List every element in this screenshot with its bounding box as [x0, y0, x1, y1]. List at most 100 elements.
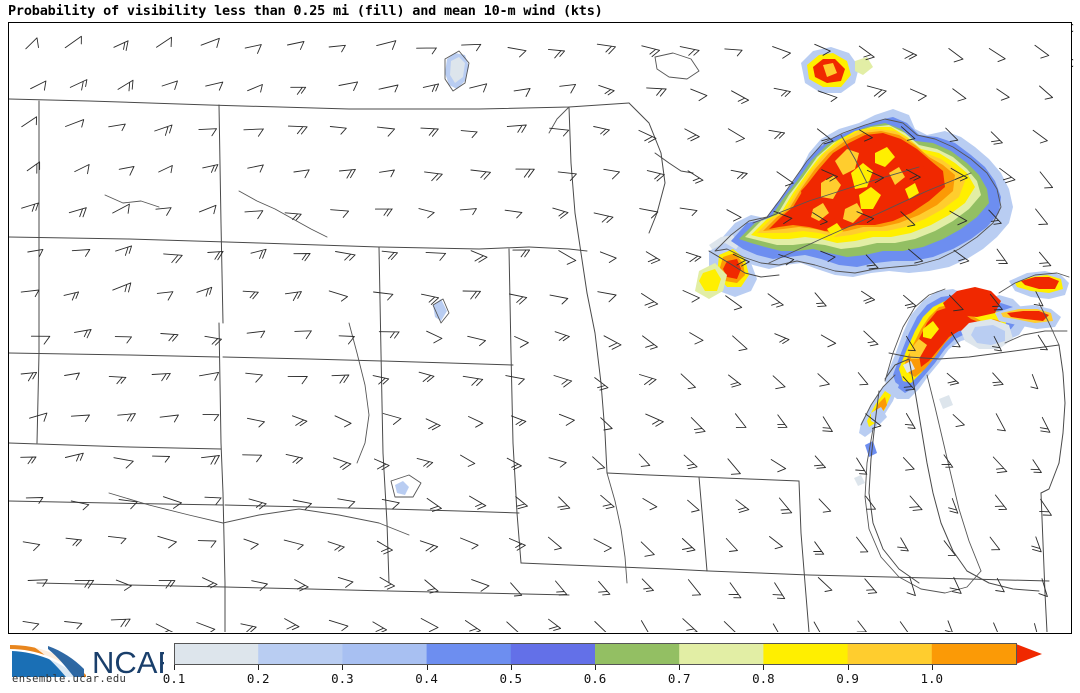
wind-barb: [593, 538, 612, 553]
wind-barb: [856, 211, 875, 223]
wind-barb: [469, 495, 487, 510]
wind-barb: [469, 83, 488, 93]
wind-barb: [777, 414, 788, 428]
wind-barb: [25, 497, 44, 504]
wind-barb: [679, 46, 700, 56]
wind-barb: [772, 582, 786, 600]
wind-barb: [900, 126, 916, 141]
wind-barb: [1030, 459, 1042, 473]
wind-barb: [112, 203, 130, 214]
wind-barb: [995, 413, 1006, 432]
wind-barb: [506, 621, 519, 632]
wind-barb: [948, 498, 959, 514]
wind-barb: [514, 336, 529, 348]
wind-barb: [685, 251, 702, 263]
wind-barb: [734, 413, 747, 429]
wind-barb: [897, 537, 909, 552]
wind-barb: [995, 248, 1008, 264]
wind-barb: [64, 35, 82, 49]
wind-barb: [943, 540, 956, 557]
colorbar-band: [595, 644, 680, 664]
wind-barb: [778, 254, 795, 266]
wind-barb: [730, 169, 748, 180]
wind-barb: [247, 164, 264, 173]
map-canvas[interactable]: [8, 22, 1072, 634]
wind-barb: [599, 251, 617, 263]
wind-barb: [549, 127, 570, 137]
wind-barb: [553, 375, 573, 388]
wind-barb: [548, 457, 567, 468]
wind-barb: [988, 209, 1002, 225]
wind-barb: [335, 251, 356, 261]
wind-barb: [163, 253, 183, 264]
wind-barb: [857, 372, 869, 386]
wind-barb: [593, 212, 614, 223]
wind-barb: [468, 416, 484, 428]
wind-barb: [1037, 334, 1048, 351]
wind-barb: [372, 375, 390, 385]
wind-barb: [902, 457, 915, 471]
wind-barb: [242, 290, 259, 300]
wind-barb: [68, 207, 87, 218]
wind-barb: [21, 202, 39, 212]
wind-barb: [248, 498, 267, 510]
wind-barb: [510, 415, 527, 427]
wind-barb: [420, 127, 439, 137]
wind-barb: [329, 126, 347, 135]
colorbar-band: [426, 644, 512, 664]
ncar-url-text: ensemble.ucar.edu: [12, 673, 127, 685]
wind-barb: [337, 498, 356, 509]
wind-barb: [471, 579, 490, 592]
wind-barb: [293, 169, 310, 179]
colorbar-tick-label: 0.7: [667, 671, 691, 686]
wind-barb: [1039, 85, 1054, 100]
wind-barb: [813, 621, 821, 632]
wind-barb: [646, 87, 667, 97]
wind-barb: [812, 212, 828, 225]
hydrography: [104, 50, 1070, 594]
wind-barb: [157, 535, 177, 549]
wind-barb: [373, 458, 390, 471]
wind-barb: [330, 209, 350, 218]
wind-barb: [459, 208, 477, 216]
wind-barb: [250, 248, 267, 259]
ncar-logo[interactable]: NCAR: [4, 637, 164, 689]
wind-barb: [727, 128, 745, 143]
wind-barb: [515, 168, 535, 178]
wind-barb: [426, 330, 443, 344]
wind-barb: [373, 291, 394, 301]
wind-barb: [376, 126, 396, 137]
wind-barb: [726, 209, 742, 222]
wind-barb: [558, 413, 575, 426]
wind-barb: [642, 335, 658, 350]
wind-barb: [117, 413, 136, 422]
wind-barb: [159, 414, 179, 423]
wind-barb: [338, 168, 356, 179]
wind-barb: [814, 43, 831, 56]
colorbar-band: [258, 644, 343, 664]
wind-barb: [909, 495, 923, 511]
wind-barb: [27, 579, 48, 587]
wind-barb: [603, 168, 620, 180]
wind-barb: [1031, 536, 1042, 553]
wind-barb: [1038, 578, 1048, 598]
wind-barb: [727, 458, 741, 475]
colorbar[interactable]: [174, 643, 1042, 665]
wind-barb: [243, 128, 264, 137]
wind-barb: [200, 37, 220, 48]
wind-barb: [858, 45, 875, 61]
wind-barb: [855, 457, 868, 475]
wind-barb: [244, 44, 262, 54]
wind-barb: [416, 457, 434, 468]
wind-barb: [74, 164, 90, 175]
wind-barb: [996, 88, 1010, 101]
wind-barb: [327, 541, 345, 552]
wind-barb: [549, 294, 569, 305]
wind-barb: [638, 129, 657, 143]
wind-barb: [110, 618, 131, 628]
wind-barb: [201, 455, 220, 465]
wind-barb: [338, 335, 355, 345]
wind-barb: [732, 253, 750, 267]
wind-barb: [69, 79, 88, 91]
